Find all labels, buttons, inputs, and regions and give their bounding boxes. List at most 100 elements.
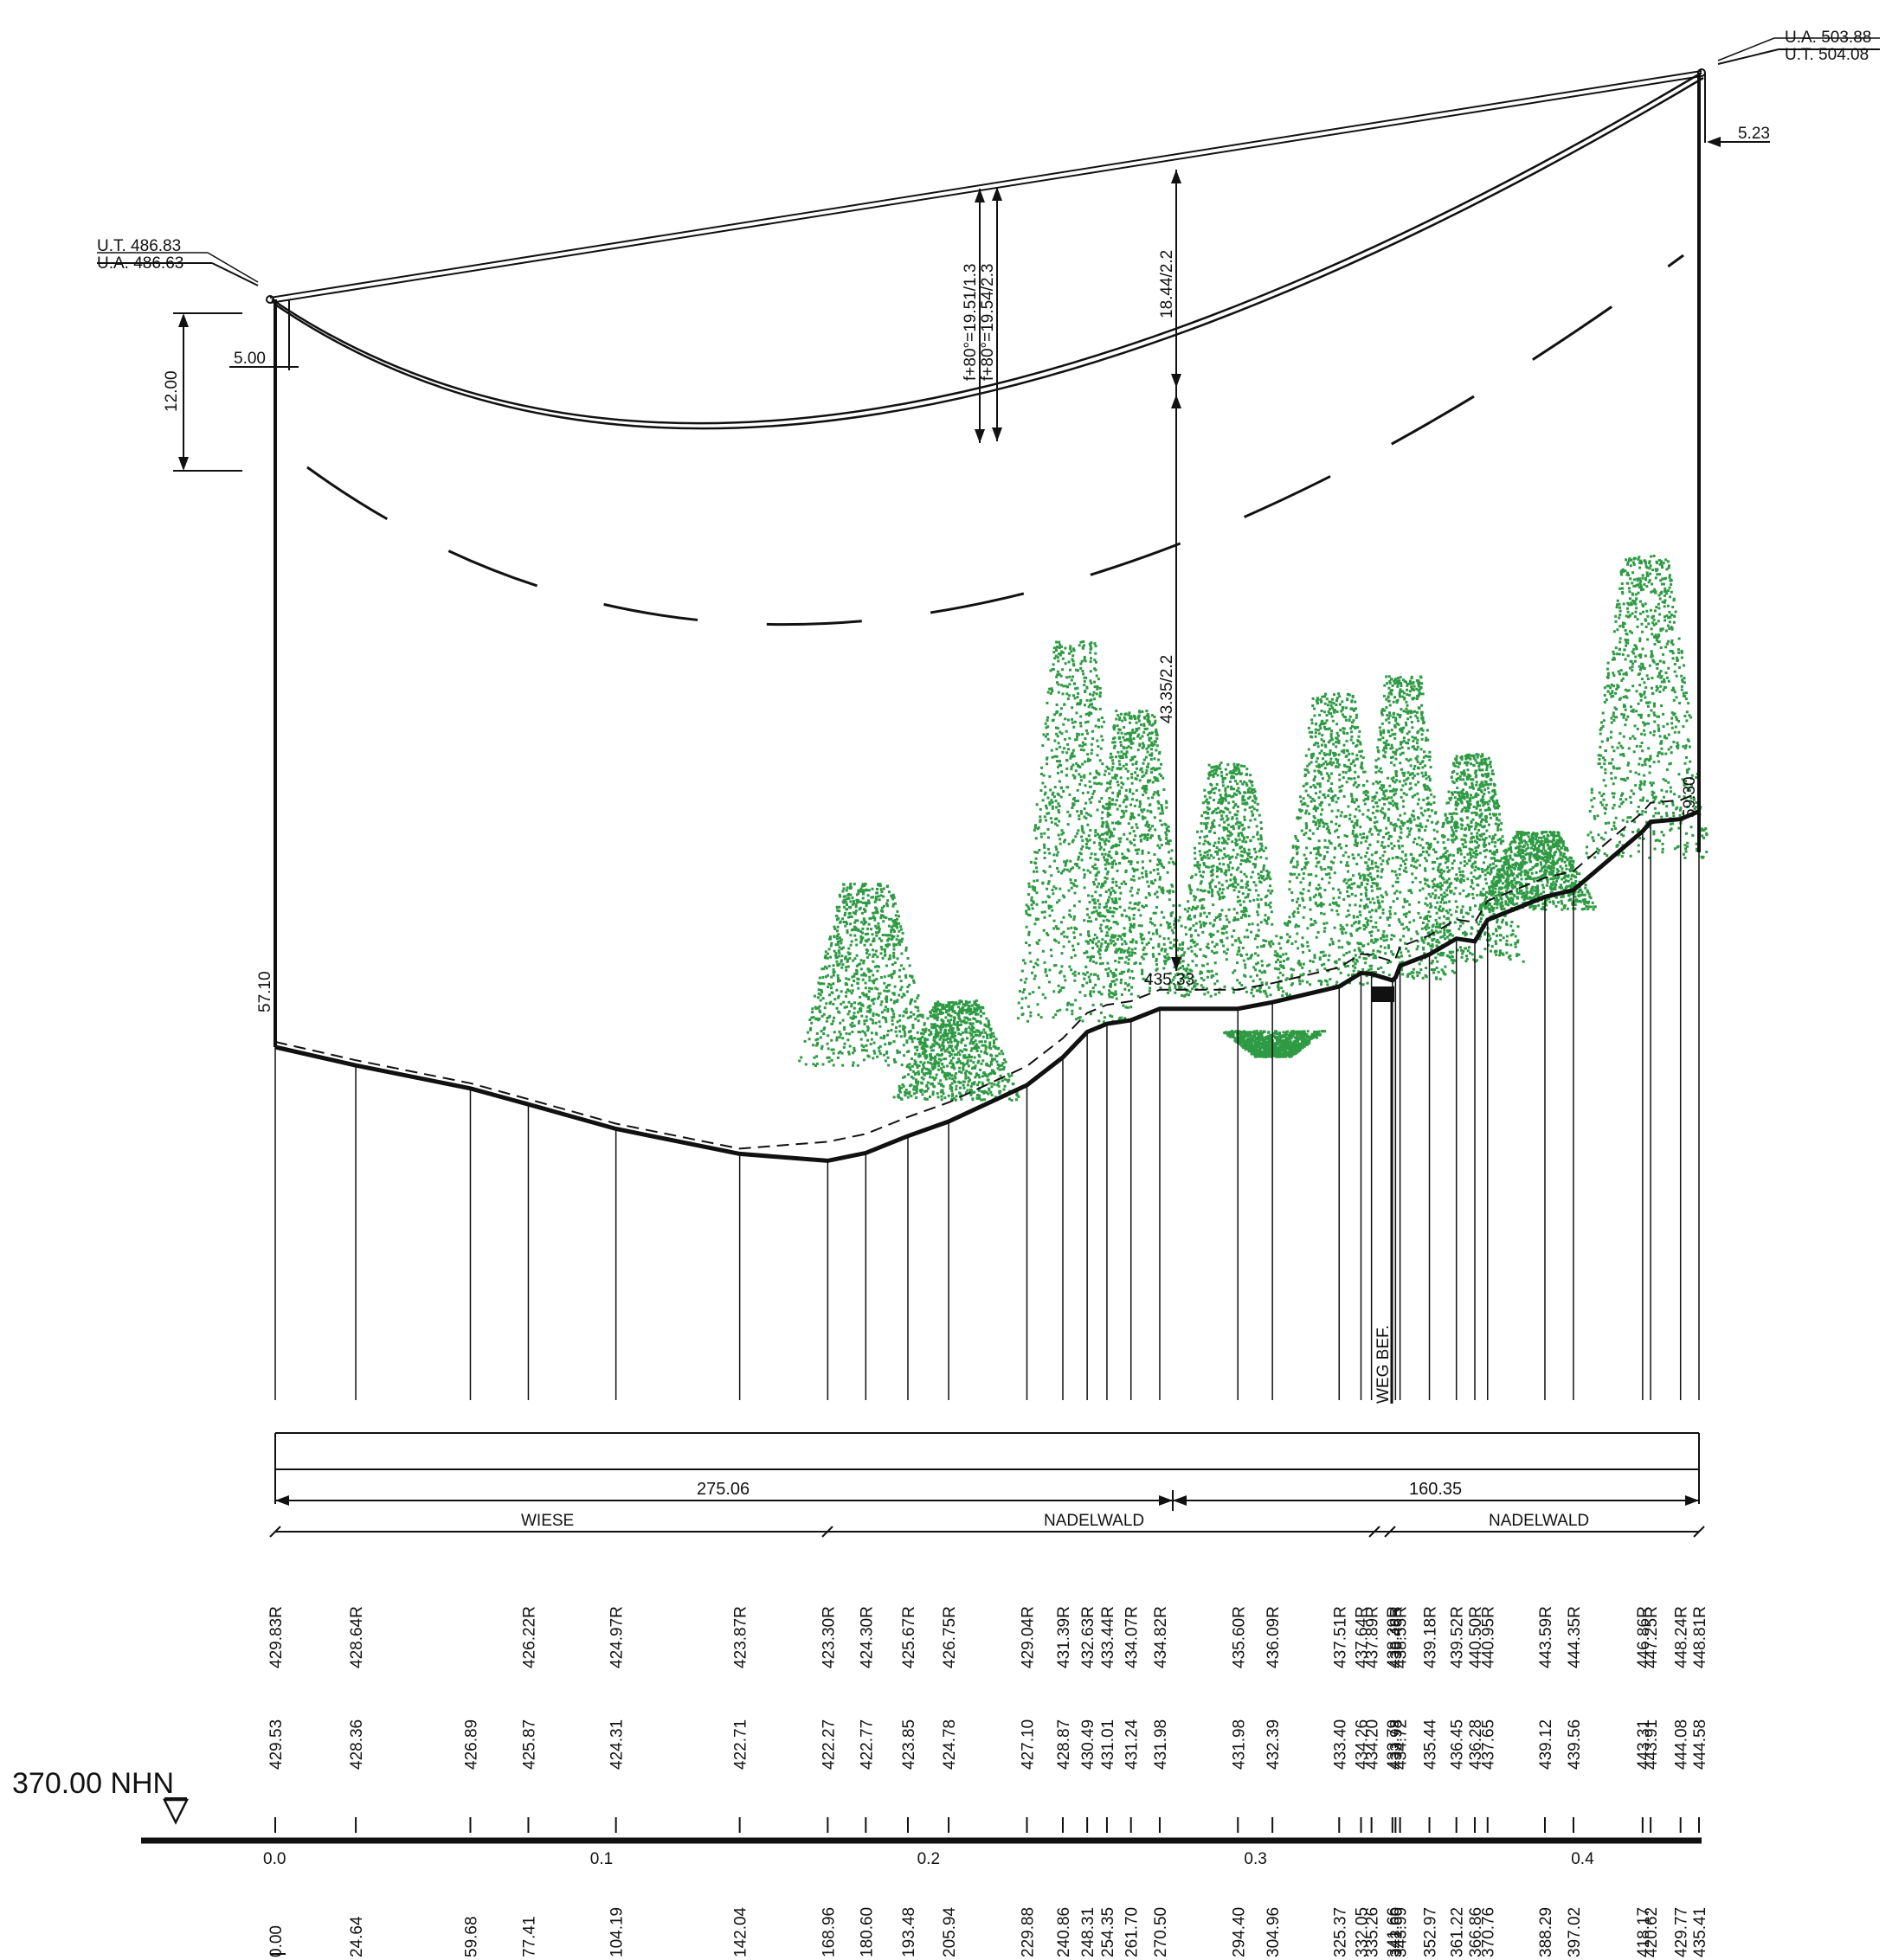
station-ground-label: 431.01 (1099, 1719, 1117, 1770)
station-ground-label: 432.39 (1265, 1719, 1283, 1770)
station-distance-label: 24.64 (348, 1916, 366, 1957)
km-label: 0.0 (263, 1850, 286, 1868)
span-length-2: 160.35 (1409, 1480, 1462, 1499)
left-tower-ua-label: U.A. 486.63 (97, 254, 183, 273)
clearance-envelope-dashed (306, 254, 1684, 627)
station-r-label: 426.22R (520, 1606, 538, 1668)
left-tower-ut-label: U.T. 486.83 (97, 237, 181, 255)
station-r-label: 429.83R (267, 1606, 286, 1668)
kilometre-marks: 0.0 0.1 0.2 0.3 0.4 (263, 1850, 1594, 1868)
station-distance-label: 254.35 (1099, 1907, 1117, 1957)
station-ground-label: 422.27 (820, 1719, 838, 1770)
station-r-label: 432.63R (1079, 1606, 1097, 1668)
station-r-label: 438.39R (1385, 1606, 1403, 1668)
station-ground-label: 431.98 (1152, 1719, 1170, 1770)
right-tower-offset-h: 5.23 (1738, 125, 1770, 143)
station-distance-label: 304.96 (1265, 1907, 1283, 1957)
chord-line (269, 70, 1702, 304)
station-distance-label: 332.05 (1354, 1907, 1372, 1957)
station-ground-label: 429.53 (267, 1719, 286, 1770)
station-distance-label: 352.97 (1422, 1907, 1440, 1957)
station-ground-label: 428.36 (348, 1719, 366, 1770)
station-ground-label: 439.56 (1566, 1719, 1584, 1770)
station-r-label: 433.44R (1099, 1606, 1117, 1668)
station-distance-label: 180.60 (858, 1907, 876, 1957)
span-length-1: 275.06 (697, 1480, 750, 1499)
station-ground-label: 434.26 (1354, 1719, 1372, 1770)
station-ground-label: 435.44 (1422, 1719, 1440, 1770)
span-dimensions (975, 170, 1181, 971)
station-r-label: 423.30R (820, 1606, 838, 1668)
left-tower-dimensions (97, 252, 299, 472)
ground-profile-offset (274, 791, 1700, 1150)
station-r-label: 437.64R (1354, 1606, 1372, 1668)
km-label: 0.4 (1571, 1850, 1594, 1868)
station-distance-label: 397.02 (1566, 1907, 1584, 1957)
land-use-3: NADELWALD (1489, 1512, 1589, 1530)
station-ground-label: 430.49 (1079, 1719, 1097, 1770)
station-r-label: 425.67R (900, 1606, 918, 1668)
left-tower-offset-v: 12.00 (163, 370, 181, 412)
station-distance-label: 429.77 (1673, 1907, 1691, 1957)
right-tower-height: 59.30 (1681, 776, 1699, 818)
band-frame (269, 1432, 1705, 1538)
station-ground-label: 431.24 (1123, 1719, 1142, 1770)
station-r-label: 440.50R (1467, 1606, 1485, 1668)
station-distance-label: 240.86 (1055, 1907, 1073, 1957)
datum-label: 370.00 NHN (12, 1767, 174, 1800)
ground-profile (274, 809, 1700, 1163)
conductor-lower (274, 76, 1704, 430)
right-tower-ut-label: U.T. 504.08 (1785, 46, 1869, 64)
station-ground-label: 424.31 (608, 1719, 627, 1770)
station-distance-label: 270.50 (1152, 1907, 1170, 1957)
station-ground-label: 433.98 (1387, 1719, 1406, 1770)
land-use-2: NADELWALD (1044, 1512, 1144, 1530)
station-distance-label: 0.00 (267, 1925, 286, 1957)
station-r-label: 448.24R (1673, 1606, 1691, 1668)
station-r-label: 437.89R (1364, 1606, 1382, 1668)
station-distance-label: 361.22 (1449, 1907, 1467, 1957)
station-ground-label: 431.98 (1230, 1719, 1248, 1770)
station-lines (274, 811, 1700, 1400)
station-r-label: 443.59R (1537, 1606, 1555, 1668)
station-r-label: 424.30R (858, 1606, 876, 1668)
crossing-label: WEG BEF. (1374, 1325, 1393, 1404)
ground-point-label: 435.33 (1144, 971, 1194, 989)
tower-left (266, 295, 290, 1047)
station-r-label: 437.51R (1331, 1606, 1349, 1668)
station-distance-label: 342.60 (1387, 1907, 1406, 1957)
station-distance-label: 77.41 (520, 1916, 538, 1957)
station-ground-label: 427.10 (1019, 1719, 1037, 1770)
station-distance-label: 343.99 (1393, 1907, 1411, 1957)
station-distance-label: 59.68 (462, 1916, 480, 1957)
station-r-label: 426.75R (941, 1606, 959, 1668)
station-distance-label: 142.04 (732, 1906, 750, 1957)
km-label: 0.3 (1244, 1850, 1266, 1868)
path-crossing (1372, 986, 1394, 1404)
km-label: 0.2 (917, 1850, 940, 1868)
left-tower-offset-h: 5.00 (234, 350, 266, 368)
station-distance-label: 248.31 (1079, 1907, 1097, 1957)
station-r-label: 448.81R (1691, 1606, 1709, 1668)
station-distance-label: 366.86 (1467, 1907, 1485, 1957)
station-distance-label: 325.37 (1331, 1907, 1349, 1957)
station-distance-label: 420.62 (1643, 1907, 1661, 1957)
station-distance-label: 193.48 (900, 1907, 918, 1957)
station-r-label: 446.86R (1635, 1606, 1653, 1668)
station-ground-label: 422.77 (858, 1719, 876, 1770)
tower-right (1697, 68, 1706, 852)
station-ground-label: 433.40 (1331, 1719, 1349, 1770)
station-distance-label: 261.70 (1123, 1907, 1142, 1957)
station-ground-label: 437.65 (1480, 1719, 1498, 1770)
station-ground-label: 428.87 (1055, 1719, 1073, 1770)
station-distance-label: 341.66 (1385, 1907, 1403, 1957)
sag-label-2: f+80°=19.54/2.3 (979, 264, 997, 381)
station-distance-label: 418.17 (1635, 1907, 1653, 1957)
station-r-label: 434.07R (1123, 1606, 1142, 1668)
station-distance-label: 388.29 (1537, 1907, 1555, 1957)
clearance-upper-label: 18.44/2.2 (1158, 250, 1176, 318)
station-ground-label: 423.85 (900, 1719, 918, 1770)
station-distance-label: 370.76 (1480, 1907, 1498, 1957)
station-r-label: 434.82R (1152, 1606, 1170, 1668)
